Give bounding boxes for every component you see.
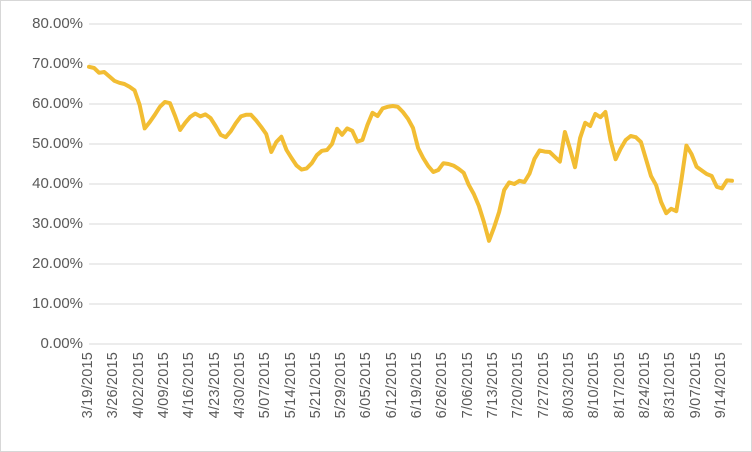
y-tick-label: 0.00% — [40, 335, 83, 352]
x-tick-label: 4/30/2015 — [231, 352, 248, 419]
y-tick-label: 20.00% — [32, 255, 83, 272]
y-tick-label: 60.00% — [32, 95, 83, 112]
x-tick-label: 9/14/2015 — [712, 352, 729, 419]
x-tick-label: 3/26/2015 — [105, 352, 122, 419]
x-tick-label: 4/02/2015 — [130, 352, 147, 419]
x-tick-label: 4/09/2015 — [155, 352, 172, 419]
data-series-line — [87, 64, 734, 243]
x-tick-label: 6/12/2015 — [383, 352, 400, 419]
y-tick-label: 50.00% — [32, 135, 83, 152]
x-tick-label: 4/16/2015 — [181, 352, 198, 419]
x-tick-label: 5/14/2015 — [282, 352, 299, 419]
x-tick-label: 3/19/2015 — [80, 352, 96, 419]
x-tick-label: 8/03/2015 — [560, 352, 577, 419]
y-tick-label: 10.00% — [32, 295, 83, 312]
x-tick-label: 7/27/2015 — [535, 352, 552, 419]
x-tick-label: 8/10/2015 — [586, 352, 603, 419]
x-tick-label: 6/26/2015 — [434, 352, 451, 419]
x-tick-label: 7/13/2015 — [485, 352, 502, 419]
x-tick-label: 6/05/2015 — [358, 352, 375, 419]
y-tick-label: 80.00% — [32, 15, 83, 32]
x-tick-label: 8/31/2015 — [662, 352, 679, 419]
x-tick-label: 6/19/2015 — [409, 352, 426, 419]
x-tick-label: 7/06/2015 — [459, 352, 476, 419]
y-tick-label: 30.00% — [32, 215, 83, 232]
x-tick-label: 7/20/2015 — [510, 352, 527, 419]
x-tick-label: 8/17/2015 — [611, 352, 628, 419]
x-tick-label: 5/29/2015 — [333, 352, 350, 419]
x-tick-label: 5/21/2015 — [307, 352, 324, 419]
x-tick-label: 9/07/2015 — [687, 352, 704, 419]
x-tick-label: 4/23/2015 — [206, 352, 223, 419]
x-tick-label: 8/24/2015 — [636, 352, 653, 419]
y-tick-label: 70.00% — [32, 55, 83, 72]
y-tick-label: 40.00% — [32, 175, 83, 192]
x-tick-label: 5/07/2015 — [257, 352, 274, 419]
